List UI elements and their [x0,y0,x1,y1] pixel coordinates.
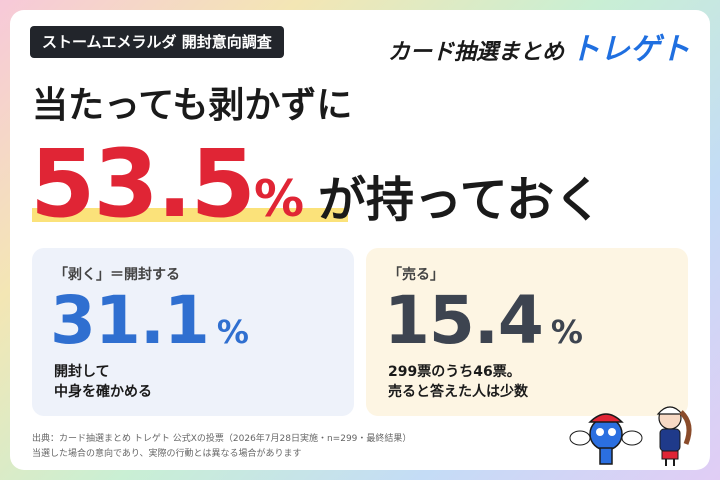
headline: 当たっても剥かずに [32,85,353,126]
card-label: 「剥く」＝開封する [54,267,180,283]
footer-line: 当選した場合の意向であり、実際の行動とは異なる場合があります [32,449,302,459]
mascots [569,406,692,466]
line: 売ると答えた人は少数 [388,384,528,400]
stat-card: 「売る」 15.4% 299票のうち46票。 売ると答えた人は少数 [366,248,688,416]
main-tail: が持っておく [318,172,603,228]
highlight [32,208,348,222]
value: 31.1 [50,282,210,359]
line: 299票のうち46票。 [388,364,521,380]
logo-text: カード抽選まとめ [387,40,564,65]
card-label: 「売る」 [388,267,444,283]
card-desc: 299票のうち46票。 売ると答えた人は少数 [388,362,528,402]
card: ストームエメラルダ 開封意向調査 カード抽選まとめ トレゲト 当たっても剥かずに … [10,10,710,470]
unit: % [550,313,583,351]
badge: ストームエメラルダ 開封意向調査 [30,26,284,58]
footer: 出典：カード抽選まとめ トレゲト 公式Xの投票（2026年7月28日実施・n=2… [32,432,411,462]
main-stat: 53.5% が持っておく [30,130,602,239]
card-value: 31.1% [50,282,249,359]
stat-card: 「剥く」＝開封する 31.1% 開封して中身を確かめる [32,248,354,416]
girl-mascot [656,406,692,466]
card-desc: 開封して中身を確かめる [54,362,152,402]
main-unit: % [253,170,305,228]
line: 中身を確かめる [54,384,152,400]
card-value: 15.4% [384,282,583,359]
line: 開封して [54,364,110,380]
unit: % [216,313,249,351]
blue-mascot [569,413,643,465]
value: 15.4 [384,282,544,359]
footer-line: 出典：カード抽選まとめ トレゲト 公式Xの投票（2026年7月28日実施・n=2… [32,434,412,444]
main-value: 53.5 [30,130,256,239]
logo: カード抽選まとめ トレゲト [388,24,690,68]
logo-brand: トレゲト [570,32,690,67]
